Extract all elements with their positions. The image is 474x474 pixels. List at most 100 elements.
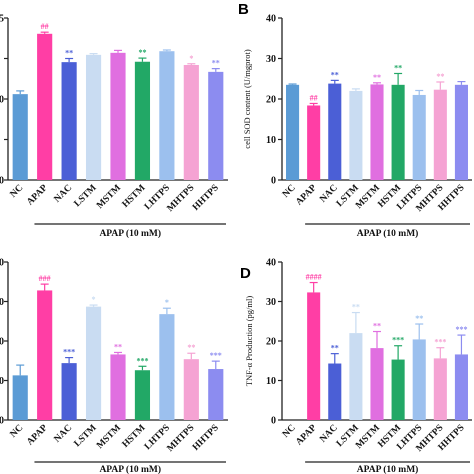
bar-1-LSTM (349, 90, 363, 180)
category-label-1-APAP: APAP (294, 183, 319, 208)
significance-label-1-NAC: ** (331, 70, 339, 79)
bar-1-HHTPS (454, 84, 468, 180)
y-tick-label-1-3: 30 (266, 54, 276, 65)
significance-label-2-LSTM: * (92, 295, 96, 304)
bar-1-NAC (328, 83, 342, 180)
significance-label-3-MSTM: ** (373, 322, 381, 331)
significance-label-0-HSTM: ** (138, 48, 146, 57)
bar-3-HHTPS (454, 354, 468, 420)
bar-1-MSTM (370, 84, 384, 180)
y-axis-title-3: TNF-α Production (pg/ml) (244, 296, 254, 387)
group-label-2: APAP (10 mM) (99, 464, 161, 474)
y-tick-label-1-2: 20 (266, 95, 276, 106)
category-label-2-NC: NC (9, 423, 26, 440)
significance-label-2-LHTPS: * (165, 298, 169, 307)
bar-1-APAP (307, 105, 321, 180)
significance-label-0-HHTPS: ** (212, 59, 220, 68)
bar-2-NAC (61, 363, 77, 420)
bar-3-MHTPS (433, 358, 447, 420)
bar-0-MSTM (110, 52, 126, 180)
significance-label-3-LHTPS: ** (415, 314, 423, 323)
bar-3-HSTM (391, 359, 405, 420)
significance-label-3-HHTPS: *** (455, 325, 467, 334)
significance-label-1-MSTM: ** (373, 73, 381, 82)
significance-label-3-LSTM: ** (352, 303, 360, 312)
bar-2-HSTM (134, 370, 151, 420)
bar-2-LSTM (85, 306, 102, 420)
bar-2-MSTM (110, 354, 126, 420)
bar-0-MHTPS (183, 64, 199, 180)
bar-2-MHTPS (183, 359, 199, 420)
bar-0-HHTPS (208, 71, 224, 180)
category-label-0-MSTM: MSTM (95, 183, 123, 211)
significance-label-0-MHTPS: * (189, 54, 193, 63)
y-tick-label-3-1: 10 (266, 376, 276, 387)
bar-3-APAP (307, 292, 321, 420)
significance-label-2-MHTPS: ** (187, 343, 195, 352)
category-label-0-HHTPS: HHTPS (191, 183, 221, 213)
group-label-0: APAP (10 mM) (99, 228, 161, 239)
significance-label-2-HHTPS: *** (210, 351, 222, 360)
bar-0-LSTM (85, 54, 102, 181)
significance-label-1-HSTM: ** (394, 63, 402, 72)
y-tick-label-3-4: 40 (266, 258, 276, 269)
y-tick-label-0-0: 0 (0, 176, 4, 187)
y-tick-label-0-2: 0 (0, 95, 4, 106)
significance-label-2-MSTM: ** (114, 342, 122, 351)
y-tick-label-2-2: 0 (0, 337, 4, 348)
category-label-0-LSTM: LSTM (73, 183, 99, 209)
y-tick-label-2-4: 0 (0, 258, 4, 269)
category-label-0-MHTPS: MHTPS (165, 183, 196, 214)
category-label-2-NAC: NAC (53, 423, 75, 445)
significance-label-3-MHTPS: *** (434, 338, 446, 347)
significance-label-1-MHTPS: ** (436, 72, 444, 81)
category-label-3-NC: NC (281, 423, 298, 440)
category-label-2-APAP: APAP (25, 423, 50, 448)
category-label-0-NC: NC (9, 183, 26, 200)
significance-label-2-NAC: *** (63, 348, 75, 357)
panel-letter-B: B (238, 1, 249, 18)
y-tick-label-3-2: 20 (266, 337, 276, 348)
bar-1-LHTPS (412, 94, 426, 180)
category-label-0-NAC: NAC (53, 183, 75, 205)
significance-label-1-APAP: ## (310, 93, 318, 102)
y-tick-label-1-4: 40 (266, 14, 276, 25)
category-label-2-HHTPS: HHTPS (191, 423, 221, 453)
y-tick-label-3-3: 30 (266, 297, 276, 308)
y-tick-label-1-1: 10 (266, 135, 276, 146)
bar-0-APAP (37, 33, 53, 180)
bar-2-NC (12, 375, 28, 420)
category-label-3-APAP: APAP (294, 423, 319, 448)
y-tick-label-0-4: 5 (0, 14, 4, 25)
significance-label-3-APAP: #### (306, 273, 322, 282)
group-label-3: APAP (10 mM) (357, 464, 419, 474)
y-tick-label-2-3: 0 (0, 297, 4, 308)
bar-0-LHTPS (159, 51, 175, 181)
category-label-3-MSTM: MSTM (354, 423, 382, 451)
significance-label-0-NAC: ** (65, 49, 73, 58)
y-tick-label-3-0: 0 (271, 416, 276, 427)
significance-label-2-APAP: ### (39, 274, 51, 283)
significance-label-0-APAP: ## (41, 22, 49, 31)
significance-label-2-HSTM: *** (136, 356, 148, 365)
bar-0-NAC (61, 62, 77, 180)
significance-label-3-NAC: ** (331, 344, 339, 353)
bar-1-MHTPS (433, 89, 447, 180)
bar-1-HSTM (391, 84, 405, 180)
panel-letter-D: D (240, 265, 251, 282)
category-label-1-MSTM: MSTM (354, 183, 382, 211)
category-label-0-APAP: APAP (25, 183, 50, 208)
bar-0-NC (12, 94, 28, 180)
bar-3-LSTM (349, 333, 363, 420)
bar-2-LHTPS (159, 314, 175, 420)
bar-0-HSTM (134, 61, 151, 180)
category-label-2-MSTM: MSTM (95, 423, 123, 451)
bar-2-HHTPS (208, 369, 224, 420)
bar-3-MSTM (370, 348, 384, 420)
group-label-1: APAP (10 mM) (357, 228, 419, 239)
category-label-1-NC: NC (281, 183, 298, 200)
bar-1-NC (286, 84, 300, 180)
bar-3-LHTPS (412, 339, 426, 420)
y-tick-label-1-0: 0 (271, 176, 276, 187)
